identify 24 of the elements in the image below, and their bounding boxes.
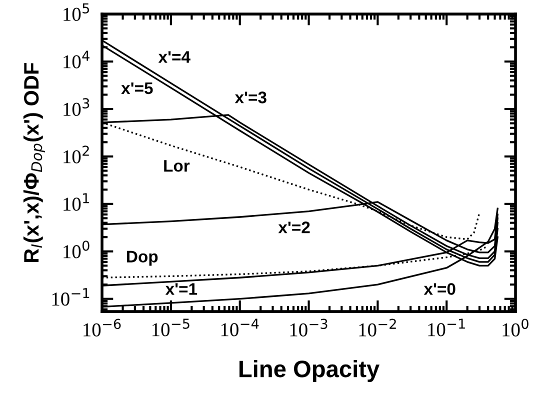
y-tick-label: 10$^{3}$ — [64, 98, 90, 116]
x-tick-label: 10$^{−3}$ — [290, 318, 328, 336]
y-tick-label: 10$^{4}$ — [64, 50, 90, 68]
series-label: x'=4 — [158, 51, 190, 63]
series-label: x'=0 — [424, 283, 456, 295]
x-tick-label: 10$^{−6}$ — [84, 318, 121, 336]
y-tick-label: 10$^{5}$ — [64, 3, 90, 21]
x-tick-label: 10$^{−1}$ — [428, 318, 465, 336]
series-label: x'=1 — [165, 283, 198, 295]
y-tick-label: 10$^{−1}$ — [52, 288, 90, 306]
x-tick-label: 10$^{−2}$ — [359, 318, 396, 336]
series-label: Lor — [164, 160, 190, 172]
y-tick-label: 10$^{2}$ — [64, 146, 89, 164]
y-axis-title: R$_{I}$(x',x)/Φ$_{Dop}$(x') ODF — [23, 63, 45, 262]
x-tick-label: 10$^{−5}$ — [152, 318, 190, 336]
x-tick-label: 10$^{−4}$ — [221, 318, 259, 336]
series-label: x'=3 — [234, 92, 266, 104]
series-label: Dop — [127, 250, 158, 266]
series-label: x'=5 — [121, 82, 153, 94]
x-axis-title: Line Opacity — [240, 360, 380, 382]
y-tick-label: 10$^{1}$ — [64, 193, 89, 211]
series-label: x'=2 — [278, 222, 310, 234]
x-tick-label: 10$^{0}$ — [502, 318, 528, 336]
y-tick-label: 10$^{0}$ — [64, 240, 90, 258]
